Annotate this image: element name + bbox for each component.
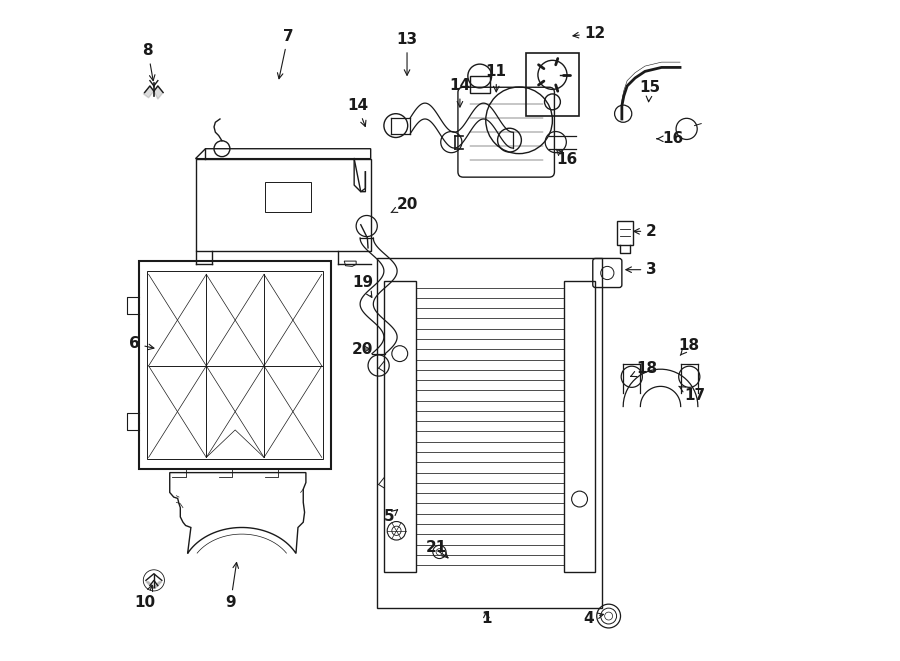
Polygon shape [153,582,162,588]
Text: 2: 2 [634,224,657,239]
Polygon shape [146,582,155,588]
Text: 17: 17 [679,386,705,403]
Bar [140,261,331,469]
Polygon shape [143,86,154,98]
Text: 10: 10 [134,586,155,610]
Text: 18: 18 [631,362,658,377]
Text: 14: 14 [346,98,368,126]
Text: 4: 4 [583,611,603,625]
Text: 16: 16 [657,132,684,146]
Text: 3: 3 [626,262,657,277]
Bar [384,281,416,572]
Text: 8: 8 [142,44,155,81]
Text: 1: 1 [482,611,491,625]
Bar [563,281,596,572]
Text: 7: 7 [277,29,293,79]
Polygon shape [154,86,163,99]
Text: 14: 14 [449,79,471,107]
Text: 5: 5 [384,510,398,524]
Text: 9: 9 [225,563,238,610]
Text: 12: 12 [573,26,606,40]
Bar [526,53,579,116]
Text: 20: 20 [391,198,418,213]
Bar [265,182,311,212]
Text: 19: 19 [352,276,374,297]
Bar [470,76,490,93]
Text: 21: 21 [427,540,448,558]
Text: 20: 20 [352,342,374,356]
Text: 15: 15 [639,80,661,102]
Text: 11: 11 [486,64,507,92]
Text: 6: 6 [129,336,154,351]
Bar [377,258,602,608]
Text: 18: 18 [679,338,700,356]
Bar [616,221,633,245]
Text: 16: 16 [556,149,578,167]
Bar [148,271,323,459]
Text: 13: 13 [397,32,418,75]
